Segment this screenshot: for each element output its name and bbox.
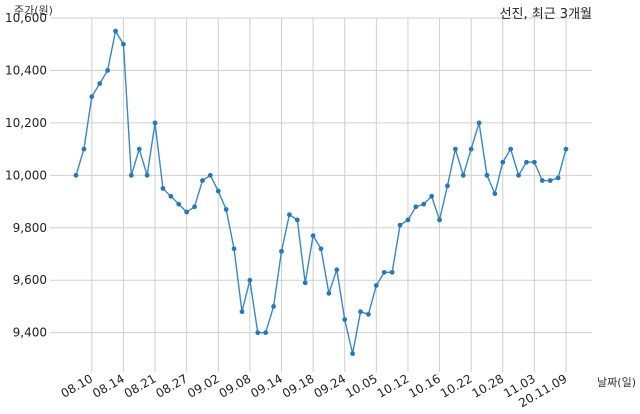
data-point [531, 159, 537, 165]
data-point [81, 146, 87, 152]
data-point [318, 246, 324, 252]
data-point [160, 186, 166, 191]
x-tick-label: 09.02 [185, 371, 222, 400]
data-point [89, 94, 95, 100]
data-point [563, 146, 569, 152]
data-point [421, 201, 427, 207]
y-tick-label: 10,400 [5, 63, 47, 77]
data-point [231, 246, 237, 252]
data-point [263, 330, 269, 336]
data-point [247, 277, 253, 283]
x-tick-label: 09.14 [248, 371, 285, 400]
data-point [310, 233, 316, 239]
y-tick-label: 9,800 [13, 221, 47, 235]
data-point [389, 269, 395, 275]
data-point [207, 172, 213, 178]
y-axis-title: 주가(원) [14, 4, 53, 17]
data-point [397, 222, 403, 228]
data-point [500, 159, 506, 165]
data-point [255, 330, 261, 336]
data-point [286, 212, 292, 218]
data-point [381, 269, 387, 275]
data-point [334, 267, 340, 273]
x-axis-title: 날짜(일) [597, 375, 636, 389]
x-tick-label: 08.27 [153, 371, 190, 400]
data-point [460, 172, 466, 178]
data-point [105, 68, 111, 73]
y-tick-label: 10,000 [5, 168, 47, 182]
data-point [342, 317, 348, 322]
data-point [468, 146, 474, 152]
data-point [121, 41, 126, 47]
series-line [75, 29, 567, 354]
series [73, 28, 569, 357]
x-tick-label: 09.18 [280, 371, 317, 400]
x-tick-label: 10.12 [375, 371, 412, 400]
x-tick-label: 10.16 [406, 371, 443, 400]
x-tick-label: 10.28 [470, 371, 507, 400]
x-tick-label: 08.21 [122, 371, 159, 400]
data-point [373, 283, 379, 288]
data-point [350, 351, 356, 357]
data-point [492, 191, 498, 197]
data-point [223, 207, 229, 212]
data-point [184, 209, 190, 215]
data-point [279, 248, 284, 254]
data-point [113, 28, 118, 34]
data-point [445, 183, 450, 189]
data-point [358, 309, 363, 315]
grid [50, 17, 592, 372]
data-point [524, 159, 529, 165]
data-point [539, 178, 545, 183]
data-point [239, 309, 245, 315]
data-point [97, 81, 103, 86]
data-point [516, 172, 521, 178]
data-point [508, 146, 514, 152]
data-point [476, 120, 482, 126]
data-point [271, 304, 276, 309]
data-point [366, 311, 371, 317]
data-point [547, 178, 553, 183]
data-point [192, 204, 197, 210]
data-point [484, 172, 490, 178]
y-tick-label: 10,200 [5, 116, 47, 130]
y-tick-label: 10,600 [5, 11, 47, 25]
data-point [128, 172, 134, 178]
data-point [413, 204, 419, 210]
data-point [144, 172, 150, 178]
data-point [405, 217, 411, 223]
x-tick-label: 08.10 [59, 371, 96, 400]
data-point [176, 201, 182, 207]
chart-title: 선진, 최근 3개월 [500, 7, 592, 22]
data-point [294, 217, 300, 223]
x-tick-label: 10.22 [438, 371, 475, 400]
data-point [555, 175, 561, 181]
data-point [326, 290, 332, 296]
x-tick-label: 08.14 [90, 371, 127, 400]
y-tick-label: 9,400 [13, 326, 47, 340]
data-point [136, 146, 142, 152]
data-point [215, 188, 221, 194]
x-tick-label: 10.05 [343, 371, 380, 400]
data-point [73, 172, 79, 178]
data-point [437, 217, 442, 223]
x-tick-label: 09.24 [311, 371, 348, 400]
x-tick-label: 09.08 [217, 371, 254, 400]
data-point [152, 120, 158, 126]
data-point [200, 178, 205, 183]
data-point [302, 280, 308, 286]
data-point [452, 146, 458, 152]
data-point [429, 193, 435, 199]
y-tick-label: 9,600 [13, 273, 47, 287]
data-point [168, 193, 174, 199]
